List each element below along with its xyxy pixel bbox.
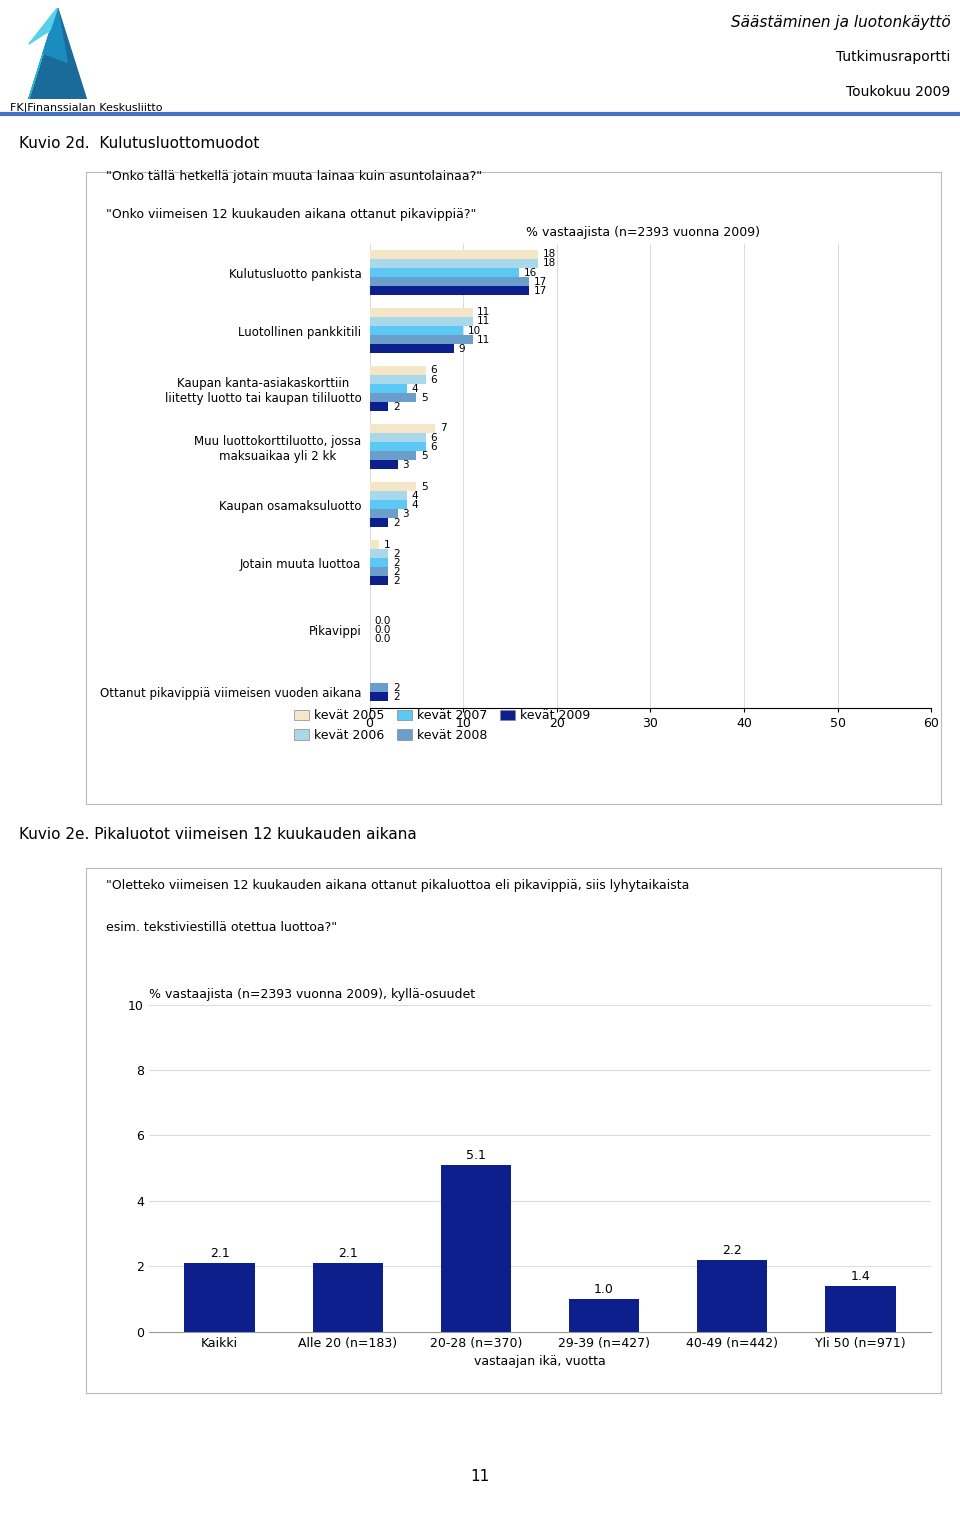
Text: 2.1: 2.1 bbox=[209, 1248, 229, 1260]
Text: 3: 3 bbox=[402, 460, 409, 470]
Text: Kuvio 2e. Pikaluotot viimeisen 12 kuukauden aikana: Kuvio 2e. Pikaluotot viimeisen 12 kuukau… bbox=[19, 826, 417, 842]
Text: 11: 11 bbox=[477, 335, 491, 344]
Text: 18: 18 bbox=[542, 250, 556, 259]
Bar bbox=[370, 510, 397, 517]
Text: esim. tekstiviestillä otettua luottoa?": esim. tekstiviestillä otettua luottoa?" bbox=[106, 921, 337, 935]
Text: 11: 11 bbox=[477, 307, 491, 318]
Text: 2.2: 2.2 bbox=[722, 1243, 742, 1257]
Bar bbox=[313, 1263, 383, 1332]
Bar bbox=[370, 268, 519, 277]
Bar bbox=[370, 492, 407, 499]
Text: 2: 2 bbox=[393, 402, 399, 412]
Bar bbox=[370, 568, 388, 577]
Bar bbox=[370, 307, 472, 317]
Bar bbox=[370, 335, 472, 344]
Bar bbox=[826, 1286, 896, 1332]
Bar bbox=[184, 1263, 254, 1332]
Text: 5: 5 bbox=[421, 393, 428, 403]
Bar bbox=[370, 384, 407, 393]
Polygon shape bbox=[29, 8, 86, 99]
Text: 4: 4 bbox=[412, 499, 419, 510]
Text: 2.1: 2.1 bbox=[338, 1248, 358, 1260]
Bar bbox=[370, 393, 417, 402]
Text: 17: 17 bbox=[534, 277, 546, 286]
Bar bbox=[697, 1260, 767, 1332]
Text: 3: 3 bbox=[402, 508, 409, 519]
Text: 4: 4 bbox=[412, 384, 419, 394]
X-axis label: vastaajan ikä, vuotta: vastaajan ikä, vuotta bbox=[474, 1355, 606, 1368]
Text: FK|Finanssialan Keskusliitto: FK|Finanssialan Keskusliitto bbox=[10, 103, 162, 113]
Text: 6: 6 bbox=[430, 441, 437, 452]
Bar bbox=[370, 374, 426, 384]
Bar bbox=[370, 317, 472, 326]
Bar bbox=[370, 452, 417, 460]
Text: 2: 2 bbox=[393, 517, 399, 528]
Text: 2: 2 bbox=[393, 575, 399, 586]
Text: 16: 16 bbox=[524, 268, 538, 277]
Bar bbox=[370, 425, 435, 432]
Text: % vastaajista (n=2393 vuonna 2009), kyllä-osuudet: % vastaajista (n=2393 vuonna 2009), kyll… bbox=[149, 988, 475, 1000]
Bar bbox=[569, 1300, 639, 1332]
Bar bbox=[370, 549, 388, 559]
Text: "Onko tällä hetkellä jotain muuta lainaa kuin asuntolainaa?": "Onko tällä hetkellä jotain muuta lainaa… bbox=[106, 169, 482, 183]
Bar bbox=[370, 482, 417, 492]
Text: 5: 5 bbox=[421, 481, 428, 492]
Bar bbox=[370, 683, 388, 693]
Text: "Onko viimeisen 12 kuukauden aikana ottanut pikavippiä?": "Onko viimeisen 12 kuukauden aikana otta… bbox=[106, 209, 476, 221]
Bar bbox=[370, 443, 426, 451]
Bar bbox=[370, 577, 388, 584]
Text: 0.0: 0.0 bbox=[374, 633, 391, 644]
Polygon shape bbox=[43, 8, 67, 62]
Text: 11: 11 bbox=[477, 317, 491, 327]
Text: 2: 2 bbox=[393, 557, 399, 568]
Bar bbox=[370, 460, 397, 469]
Text: Kuvio 2d.  Kulutusluottomuodot: Kuvio 2d. Kulutusluottomuodot bbox=[19, 135, 259, 151]
Bar bbox=[370, 434, 426, 441]
Text: 17: 17 bbox=[534, 286, 546, 295]
Text: 10: 10 bbox=[468, 326, 481, 335]
Text: Toukokuu 2009: Toukokuu 2009 bbox=[846, 85, 950, 99]
Text: Tutkimusraportti: Tutkimusraportti bbox=[836, 50, 950, 64]
Text: 2: 2 bbox=[393, 683, 399, 693]
Text: 0.0: 0.0 bbox=[374, 624, 391, 635]
Legend: kevät 2005, kevät 2006, kevät 2007, kevät 2008, kevät 2009: kevät 2005, kevät 2006, kevät 2007, kevä… bbox=[295, 709, 590, 741]
Bar bbox=[370, 559, 388, 568]
Text: 7: 7 bbox=[440, 423, 446, 434]
Text: Säästäminen ja luotonkäyttö: Säästäminen ja luotonkäyttö bbox=[731, 15, 950, 30]
Text: 0.0: 0.0 bbox=[374, 616, 391, 626]
Text: 2: 2 bbox=[393, 693, 399, 702]
Text: 6: 6 bbox=[430, 432, 437, 443]
Text: 1.0: 1.0 bbox=[594, 1283, 614, 1297]
Text: 6: 6 bbox=[430, 374, 437, 385]
Bar bbox=[370, 519, 388, 527]
Bar bbox=[370, 259, 538, 268]
Text: 18: 18 bbox=[542, 259, 556, 268]
Bar bbox=[370, 402, 388, 411]
Text: 1: 1 bbox=[384, 539, 391, 549]
Bar bbox=[370, 277, 529, 286]
Text: 5: 5 bbox=[421, 451, 428, 461]
Bar bbox=[370, 344, 454, 353]
Text: 6: 6 bbox=[430, 365, 437, 376]
Bar bbox=[370, 501, 407, 508]
Bar bbox=[370, 326, 463, 335]
Text: 2: 2 bbox=[393, 548, 399, 559]
Text: 9: 9 bbox=[459, 344, 466, 353]
Text: 2: 2 bbox=[393, 566, 399, 577]
Polygon shape bbox=[29, 8, 58, 99]
Bar bbox=[370, 367, 426, 374]
Text: 4: 4 bbox=[412, 490, 419, 501]
Bar bbox=[370, 540, 379, 549]
Polygon shape bbox=[29, 8, 58, 44]
Bar bbox=[370, 286, 529, 295]
Text: 5.1: 5.1 bbox=[466, 1149, 486, 1163]
Bar bbox=[370, 250, 538, 259]
Bar bbox=[441, 1164, 511, 1332]
Bar bbox=[370, 693, 388, 702]
Text: 11: 11 bbox=[470, 1469, 490, 1484]
Text: "Oletteko viimeisen 12 kuukauden aikana ottanut pikaluottoa eli pikavippiä, siis: "Oletteko viimeisen 12 kuukauden aikana … bbox=[106, 880, 689, 892]
Text: 1.4: 1.4 bbox=[851, 1271, 871, 1283]
Text: % vastaajista (n=2393 vuonna 2009): % vastaajista (n=2393 vuonna 2009) bbox=[526, 227, 760, 239]
